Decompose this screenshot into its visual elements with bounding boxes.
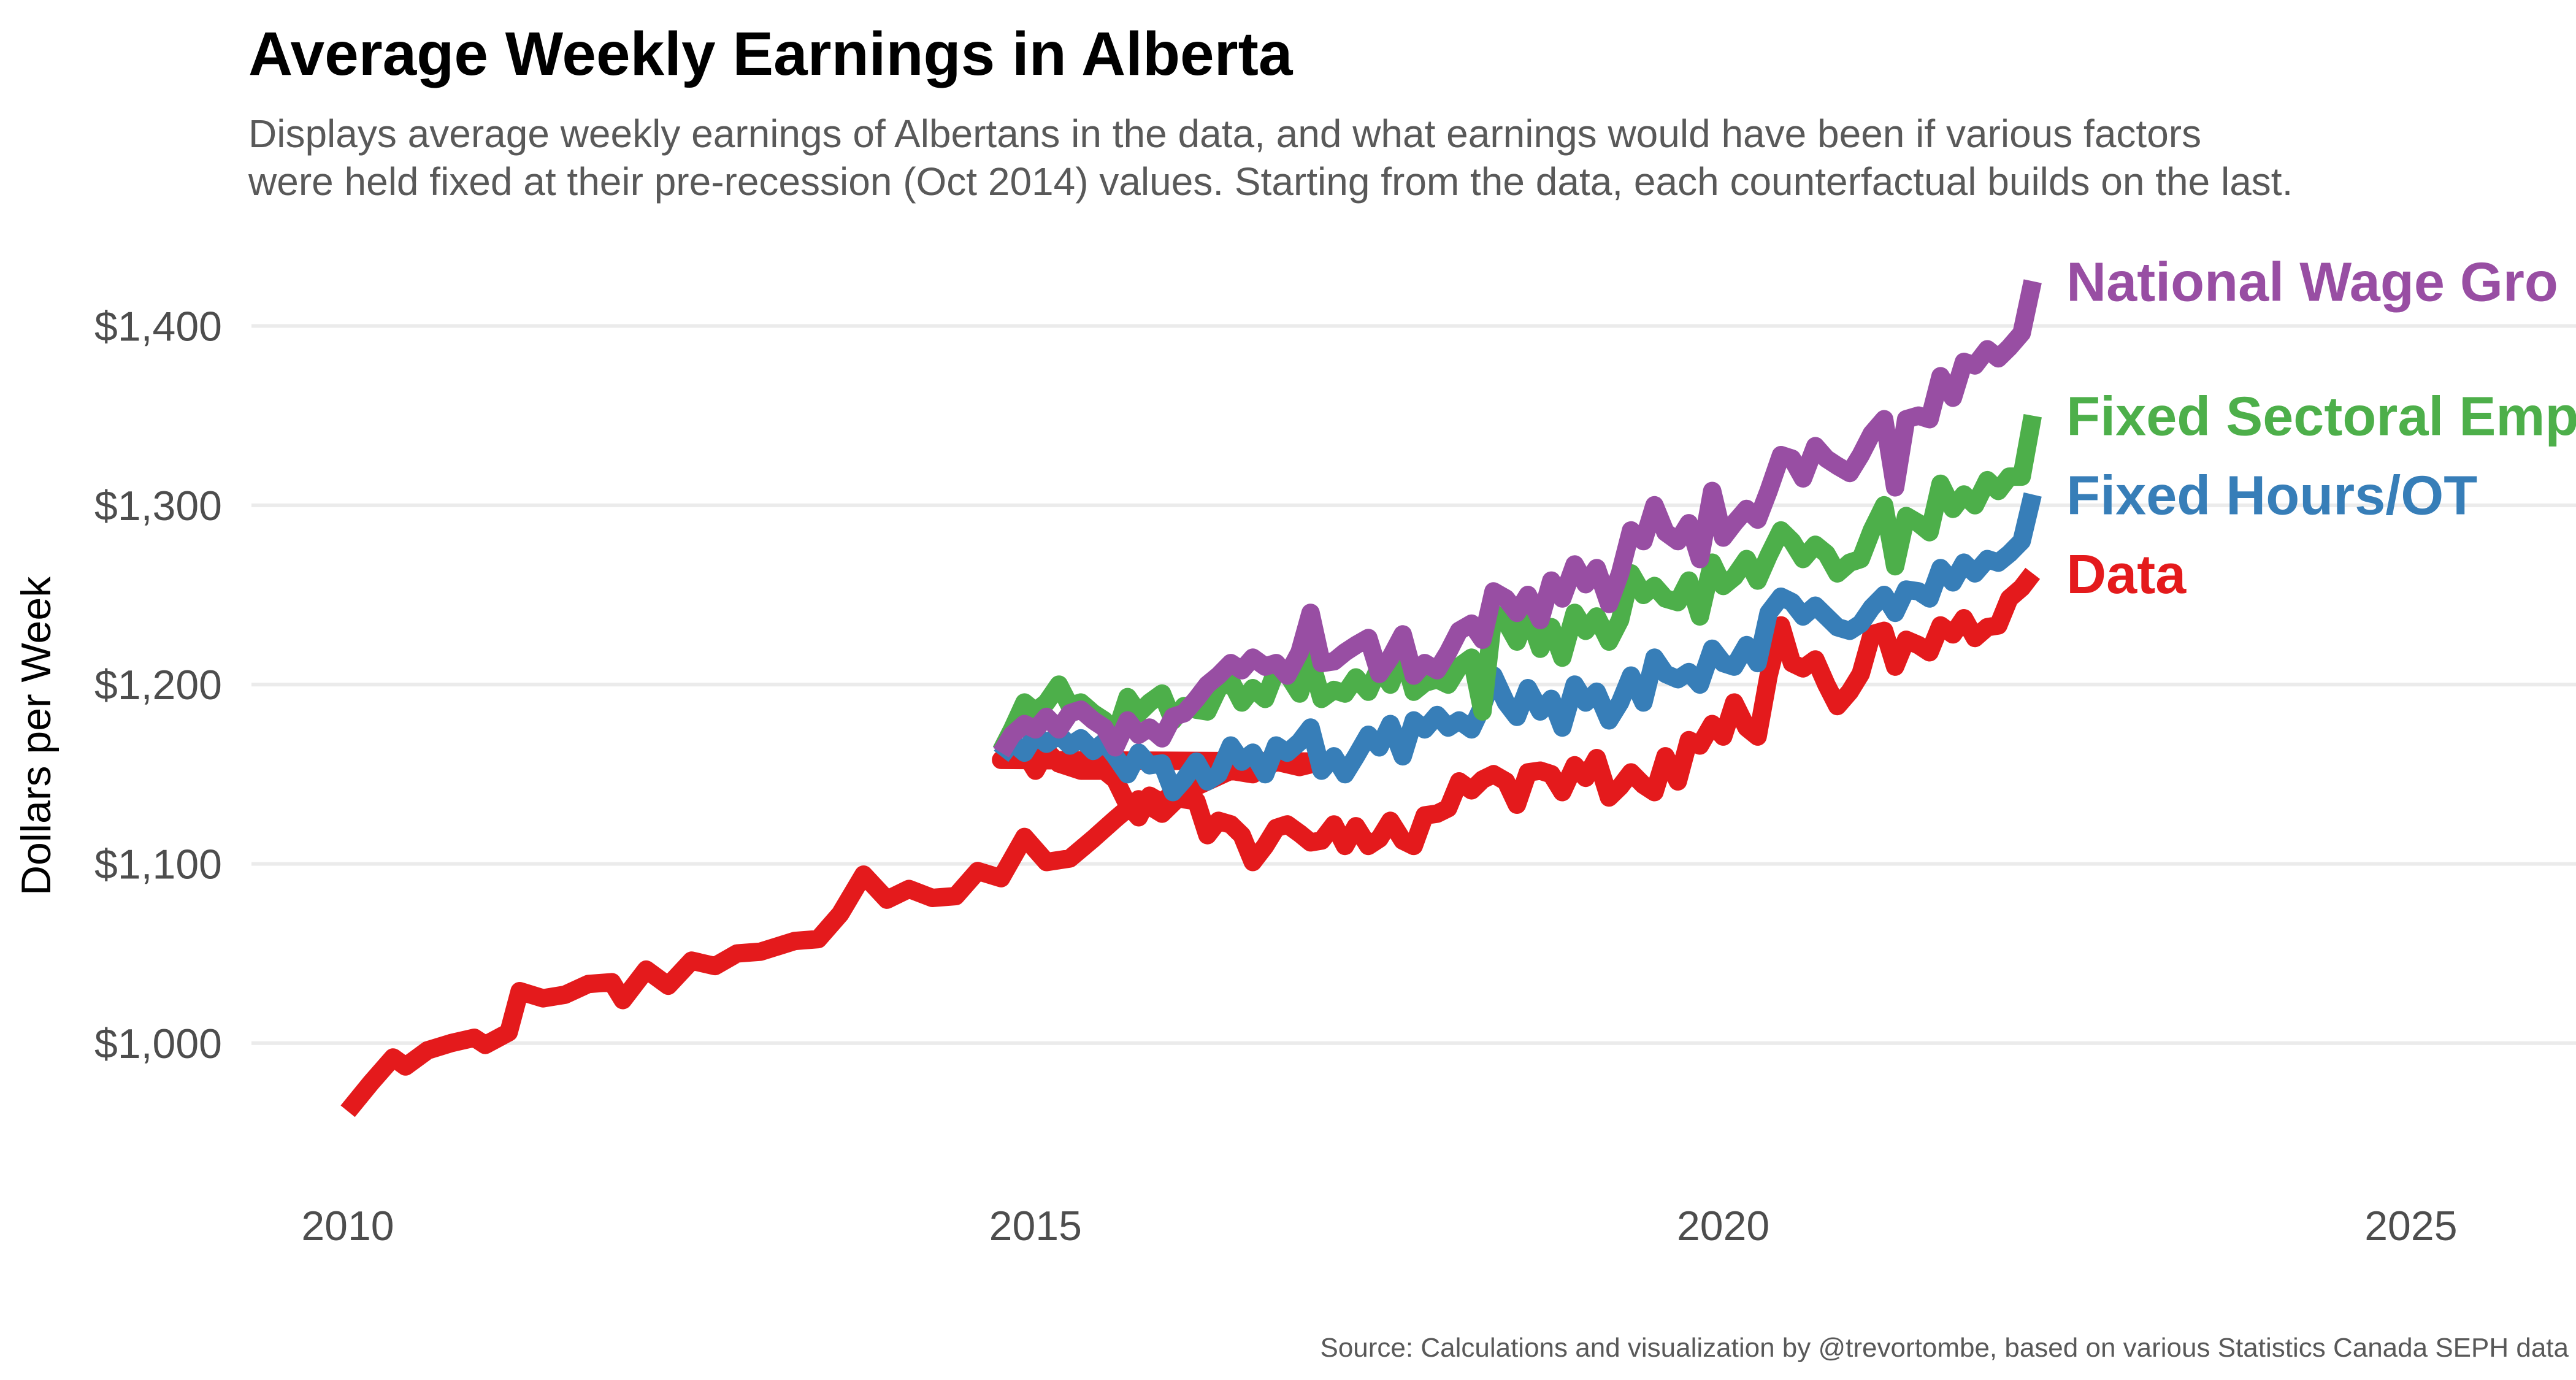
y-tick-label: $1,400 — [94, 304, 222, 350]
y-tick-label: $1,100 — [94, 841, 222, 887]
y-tick-label: $1,200 — [94, 662, 222, 708]
series-end-labels: Data Fixed Hours/OT Fixed Sectoral Emp Nati… — [2066, 251, 2576, 605]
series-line-data — [340, 567, 2041, 1117]
series-lines — [340, 279, 2042, 1117]
series-end-label: Fixed Hours/OT — [2066, 465, 2477, 526]
series-line-national-wage-growth — [993, 279, 2042, 758]
x-axis-tick-labels: 2010 2015 2020 2025 — [301, 1203, 2457, 1249]
chart-subtitle-line-2: were held fixed at their pre-recession (… — [248, 159, 2293, 204]
chart-title: Average Weekly Earnings in Alberta — [248, 20, 1294, 88]
x-tick-label: 2020 — [1677, 1203, 1769, 1249]
series-end-label: Fixed Sectoral Emp — [2066, 386, 2576, 448]
x-tick-label: 2010 — [301, 1203, 394, 1249]
y-tick-label: $1,000 — [94, 1021, 222, 1067]
x-tick-label: 2025 — [2364, 1203, 2457, 1249]
x-tick-label: 2015 — [989, 1203, 1082, 1249]
y-axis-tick-labels: $1,000 $1,100 $1,200 $1,300 $1,400 — [94, 304, 222, 1067]
series-end-label: National Wage Gro — [2066, 251, 2558, 313]
y-axis-title: Dollars per Week — [13, 576, 59, 895]
series-end-label: Data — [2066, 544, 2187, 605]
series-line-fixed-hours-ot — [994, 492, 2042, 802]
chart-subtitle-line-1: Displays average weekly earnings of Albe… — [248, 112, 2201, 156]
y-tick-label: $1,300 — [94, 483, 222, 529]
chart-caption: Source: Calculations and visualization b… — [1320, 1333, 2569, 1363]
